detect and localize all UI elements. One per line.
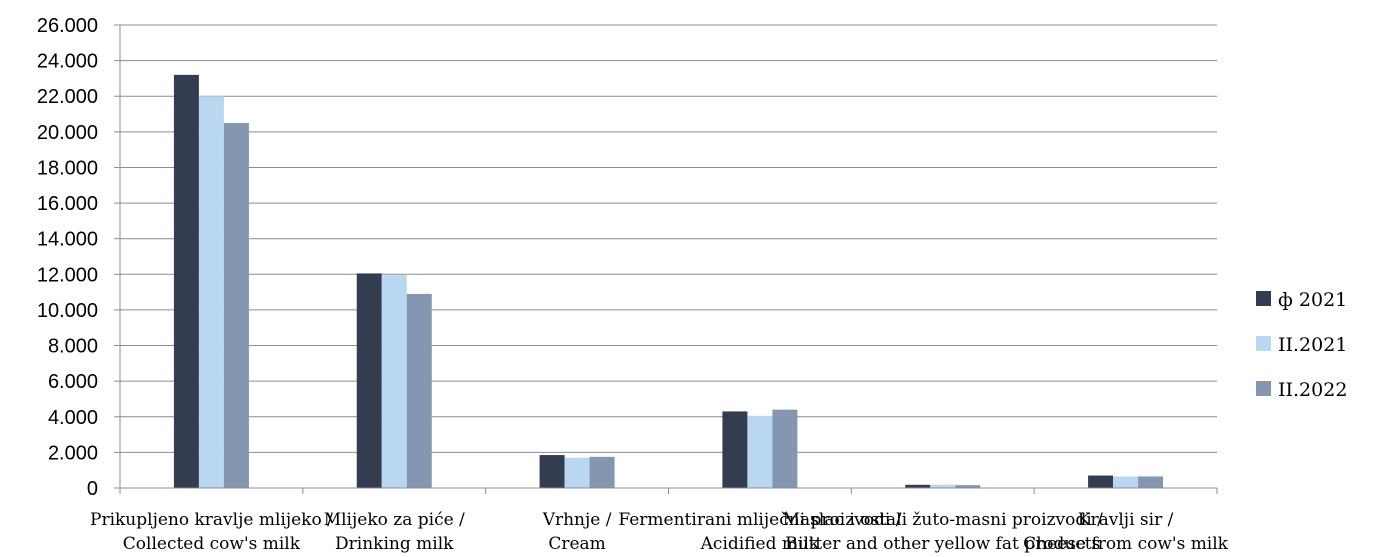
y-tick-label: 26.000 — [37, 15, 98, 37]
y-tick-label: 4.000 — [48, 407, 98, 429]
bar — [905, 484, 931, 488]
x-tick-label-line: Cheese from cow's milk — [1023, 534, 1229, 554]
y-tick-label: 12.000 — [37, 264, 98, 286]
y-tick-label: 22.000 — [37, 86, 98, 108]
bar — [381, 275, 407, 488]
y-tick-label: 14.000 — [37, 229, 98, 251]
x-tick-label-line: Drinking milk — [335, 534, 454, 554]
y-axis: 0 2.000 4.000 6.000 8.000 10.000 12.000 14.000 1… — [37, 15, 121, 500]
bar — [589, 456, 615, 488]
x-tick-label: Kravlji sir / Cheese from cow's milk — [1023, 510, 1229, 554]
y-tick-label: 0 — [87, 478, 98, 500]
gridlines — [120, 24, 1217, 489]
x-tick-label: Mlijeko za piće / Drinking milk — [324, 510, 465, 554]
legend-swatch — [1256, 381, 1271, 396]
x-tick-label-line: Maslac i ostali žuto-masni proizvodi / — [783, 510, 1103, 530]
bar — [1113, 476, 1139, 488]
y-tick-label: 24.000 — [37, 51, 98, 73]
bar — [747, 415, 773, 488]
x-tick-label-line: Vrhnje / — [542, 510, 612, 530]
x-tick-label: Maslac i ostali žuto-masni proizvodi / Bu… — [783, 510, 1103, 554]
bar — [173, 74, 199, 488]
y-tick-label: 20.000 — [37, 122, 98, 144]
legend-label: II.2022 — [1278, 379, 1347, 401]
bar — [539, 455, 565, 488]
x-tick-label: Vrhnje / Cream — [542, 510, 612, 554]
x-tick-label-line: Kravlji sir / — [1078, 510, 1174, 530]
x-tick-label: Prikupljeno kravlje mlijeko / Collected c… — [90, 510, 333, 554]
x-tick-label: Fermentirani mliječni proizvodi / Acidifi… — [618, 510, 901, 554]
bar — [406, 293, 432, 488]
y-tick-label: 6.000 — [48, 371, 98, 393]
x-tick-label-line: Mlijeko za piće / — [324, 510, 465, 530]
legend-swatch — [1256, 336, 1271, 351]
bar — [564, 457, 590, 488]
bars — [173, 74, 1164, 488]
y-tick-label: 2.000 — [48, 442, 98, 464]
x-tick-label-line: Cream — [548, 534, 605, 554]
legend-swatch — [1256, 291, 1271, 306]
legend-label: II.2021 — [1278, 334, 1347, 356]
bar — [772, 409, 798, 488]
bar — [198, 96, 224, 488]
y-tick-label: 16.000 — [37, 193, 98, 215]
bar — [223, 122, 249, 488]
x-tick-label-line: Acidified milk — [700, 534, 820, 554]
x-axis: Prikupljeno kravlje mlijeko / Collected c… — [90, 487, 1229, 554]
legend-label: ф 2021 — [1278, 289, 1347, 311]
bar — [1088, 475, 1114, 488]
bar — [930, 484, 956, 488]
y-tick-label: 18.000 — [37, 157, 98, 179]
x-tick-label-line: Collected cow's milk — [123, 534, 301, 554]
y-tick-label: 10.000 — [37, 300, 98, 322]
bar — [356, 273, 382, 488]
x-tick-label-line: Butter and other yellow fat products — [785, 534, 1100, 554]
bar — [722, 411, 748, 488]
x-tick-label-line: Prikupljeno kravlje mlijeko / — [90, 510, 333, 530]
x-tick-label-line: Fermentirani mliječni proizvodi / — [618, 510, 901, 530]
legend: ф 2021 II.2021 II.2022 — [1256, 289, 1347, 401]
bar — [1138, 476, 1164, 488]
y-tick-label: 8.000 — [48, 336, 98, 358]
bar — [955, 485, 981, 488]
